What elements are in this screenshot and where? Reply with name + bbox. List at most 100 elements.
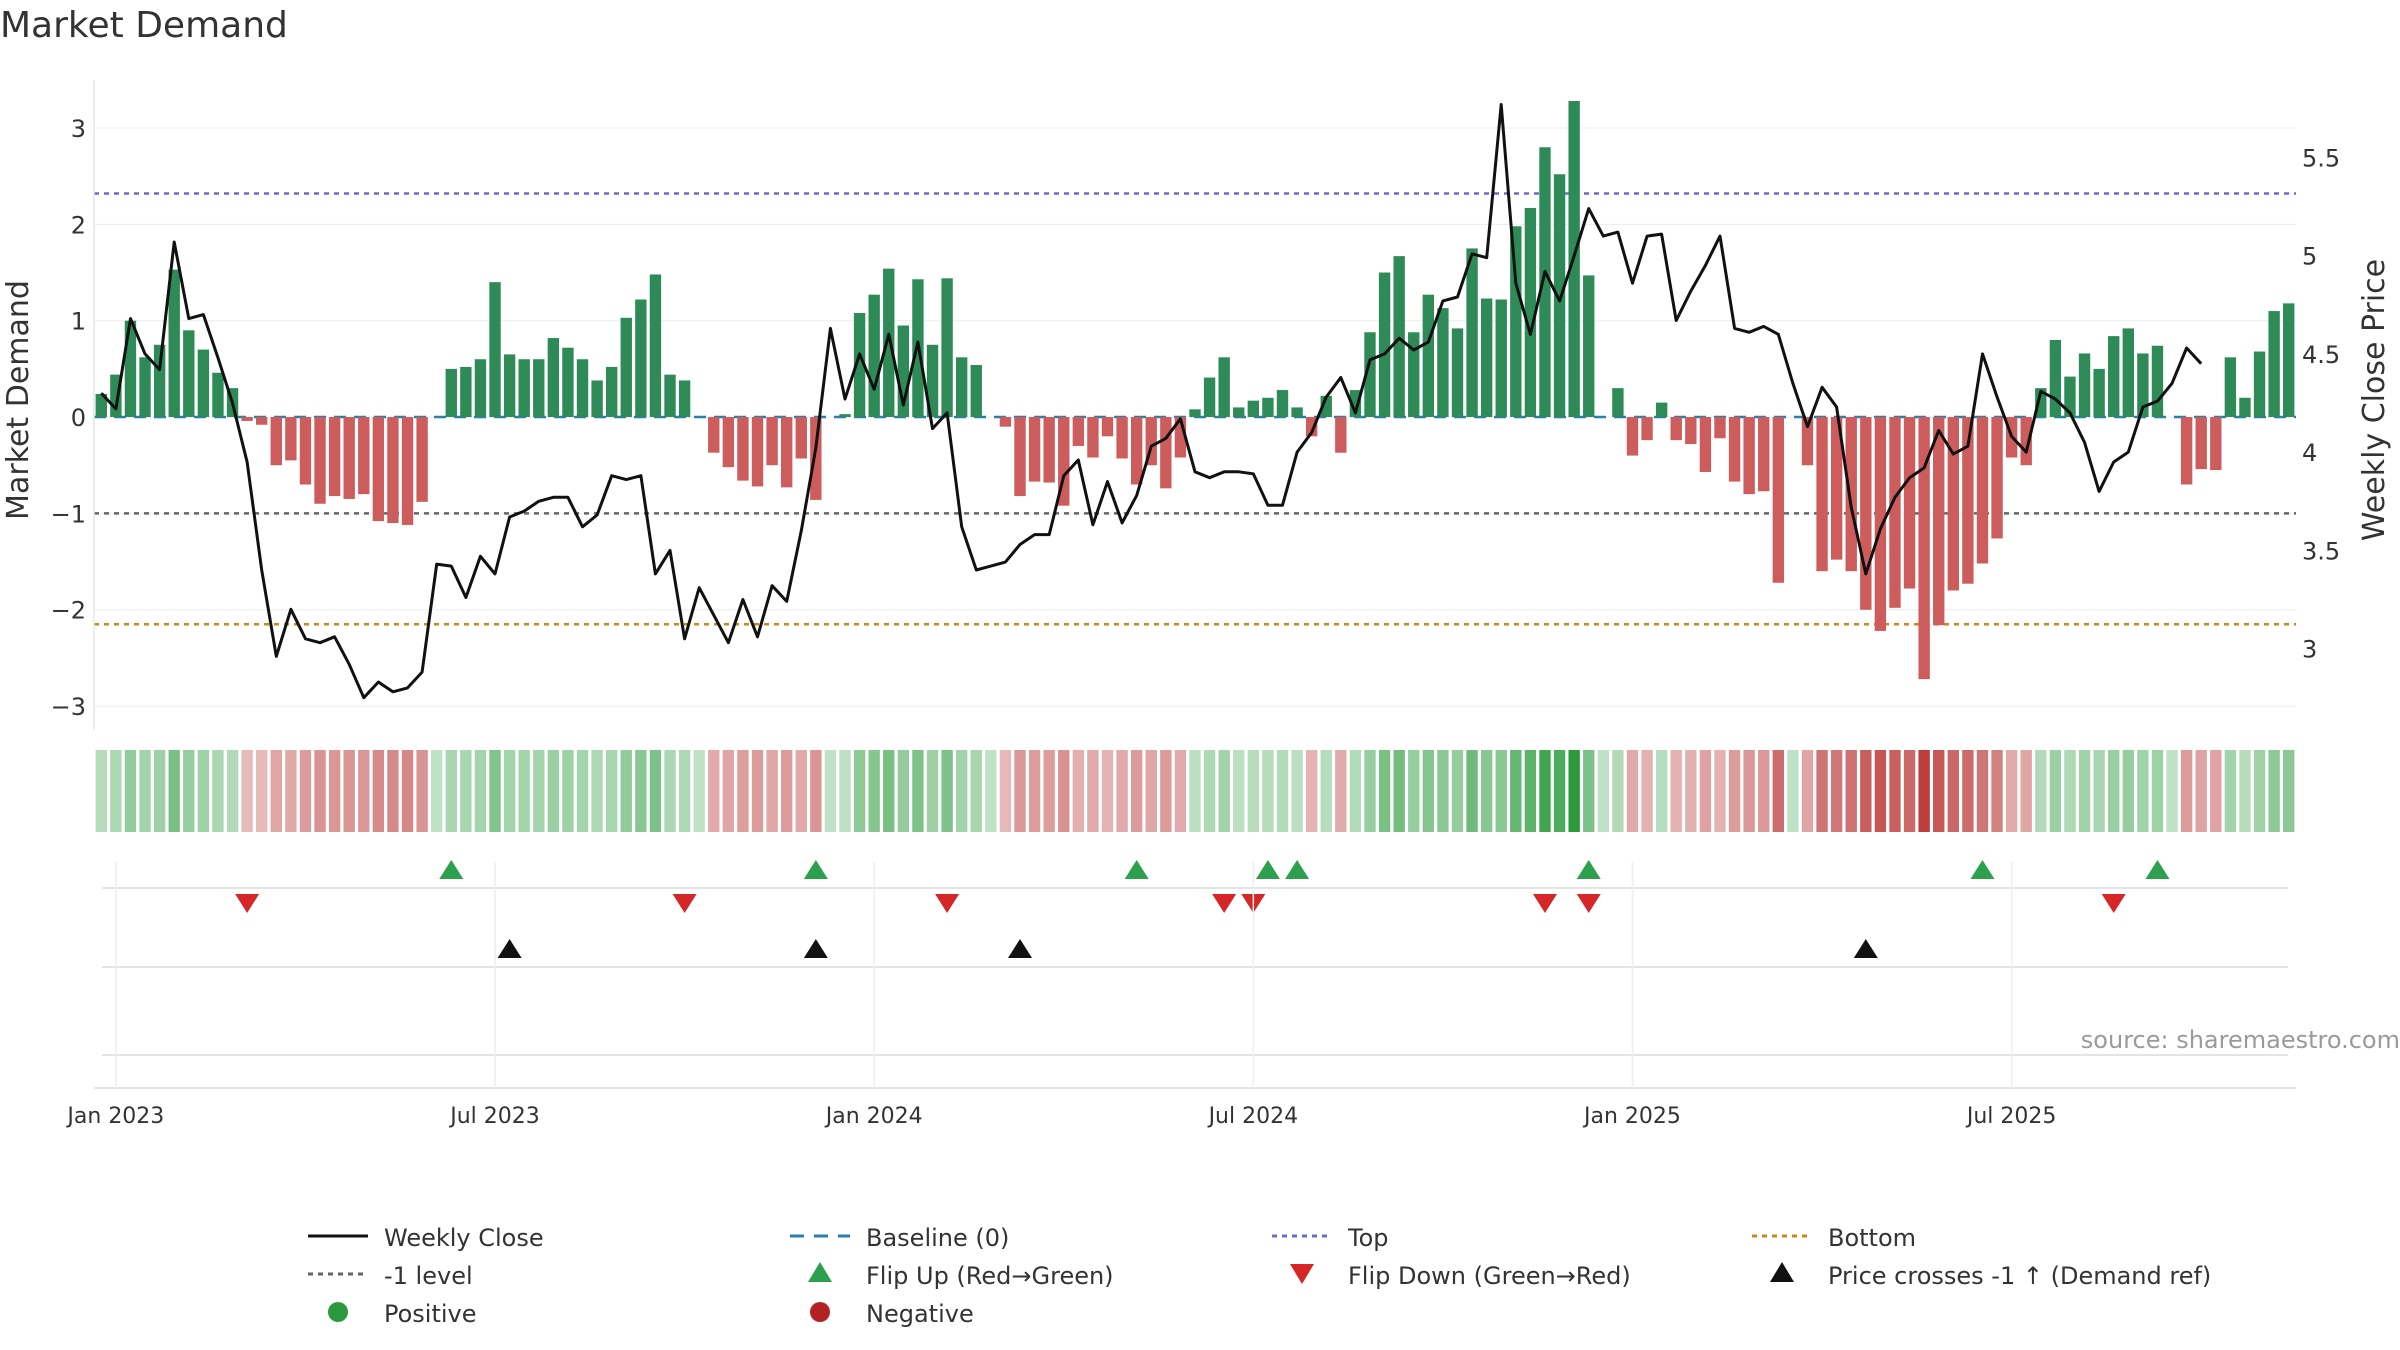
heat-cell <box>1305 750 1318 832</box>
legend-label: Bottom <box>1828 1224 1916 1252</box>
y-tick-label: −3 <box>51 693 86 721</box>
heat-cell <box>2151 750 2164 832</box>
heat-cell <box>1933 750 1945 832</box>
legend-item: Bottom <box>1752 1224 1916 1252</box>
heat-cell <box>460 750 472 832</box>
heat-cell <box>518 750 530 832</box>
chart-title: Market Demand <box>0 5 288 46</box>
positive-bar <box>1437 308 1449 418</box>
positive-bar <box>1349 390 1362 418</box>
heat-cell <box>780 750 793 832</box>
heat-cell <box>343 750 355 832</box>
negative-bar <box>1305 417 1318 437</box>
heat-cell <box>1510 750 1522 832</box>
heat-cell <box>95 750 107 832</box>
heat-cell <box>1043 750 1055 832</box>
positive-bar <box>1378 272 1391 418</box>
positive-bar <box>1583 275 1595 418</box>
heat-cell <box>1787 750 1799 832</box>
heat-cell <box>795 750 807 832</box>
negative-bar <box>1976 417 1989 564</box>
legend-item: Negative <box>810 1300 974 1328</box>
price-line-layer <box>100 103 2203 700</box>
negative-bar <box>1903 417 1916 589</box>
negative-bar <box>2180 417 2193 485</box>
heat-cell <box>591 750 603 832</box>
positive-bar <box>183 330 195 418</box>
positive-bar <box>2224 357 2237 418</box>
heat-cell <box>1626 750 1639 832</box>
heat-cell <box>285 750 297 832</box>
heat-cell <box>1685 750 1697 832</box>
positive-bar <box>868 294 880 418</box>
heat-cell <box>212 750 224 832</box>
heat-cell <box>1291 750 1303 832</box>
flip-up-marker <box>803 860 828 879</box>
flip-up-marker <box>1576 860 1601 879</box>
heat-cell <box>606 750 618 832</box>
negative-bar <box>1845 417 1857 572</box>
positive-bar <box>489 282 501 418</box>
heat-cell <box>241 750 253 832</box>
heat-cell <box>110 750 122 832</box>
positive-bar <box>1480 298 1493 418</box>
legend-label: Weekly Close <box>384 1224 544 1252</box>
positive-bar <box>139 357 151 418</box>
y-tick-label: 1 <box>71 308 86 336</box>
legend-swatch-circle <box>328 1302 348 1322</box>
x-tick-label: Jul 2023 <box>448 1104 540 1129</box>
y-tick-label: 3 <box>71 115 86 143</box>
heat-cell <box>2253 750 2266 832</box>
positive-bar <box>2049 339 2062 418</box>
heat-cell <box>824 750 837 832</box>
legend-item: Top <box>1272 1224 1389 1252</box>
positive-bar <box>1203 377 1216 418</box>
negative-bar <box>241 417 253 421</box>
heat-cell <box>358 750 370 832</box>
heat-cell <box>1247 750 1260 832</box>
flip-up-marker <box>2145 860 2170 879</box>
x-tick-label: Jan 2024 <box>824 1104 923 1129</box>
positive-bar <box>1218 357 1230 418</box>
negative-bar <box>358 417 370 495</box>
positive-bar <box>606 366 618 418</box>
source-credit: source: sharemaestro.com <box>2081 1026 2400 1054</box>
positive-bar <box>2078 353 2091 418</box>
heat-cell <box>1583 750 1595 832</box>
heat-cell <box>1466 750 1478 832</box>
heat-cell <box>1116 750 1128 832</box>
positive-bar <box>620 317 632 418</box>
heat-cell <box>1233 750 1245 832</box>
legend: Weekly Close Baseline (0) Top Bottom -1 leve… <box>308 1224 2211 1328</box>
negative-bar <box>1991 417 2003 539</box>
legend-label: Flip Up (Red→Green) <box>866 1262 1114 1290</box>
negative-bar <box>1626 417 1639 456</box>
negative-bar <box>766 417 778 466</box>
positive-bar <box>2108 336 2120 418</box>
flip-down-marker <box>1212 894 1237 913</box>
heat-cell <box>1889 750 1901 832</box>
heat-cell <box>868 750 880 832</box>
heat-cell <box>2049 750 2062 832</box>
heat-cell <box>1408 750 1420 832</box>
heat-cell <box>445 750 457 832</box>
negative-bar <box>1699 417 1712 472</box>
positive-bar <box>168 269 180 418</box>
heat-cell <box>474 750 487 832</box>
positive-bar <box>95 393 107 418</box>
negative-bar <box>2210 417 2222 471</box>
heat-cell <box>1597 750 1610 832</box>
positive-bar <box>2253 351 2266 418</box>
heat-cell <box>328 750 341 832</box>
positive-bar <box>1262 397 1274 418</box>
heat-cell <box>1801 750 1814 832</box>
negative-bar <box>1962 417 1974 584</box>
positive-bar <box>2122 328 2134 418</box>
negative-bar <box>1160 417 1172 489</box>
y2-tick-label: 3 <box>2302 636 2317 664</box>
heat-cell <box>722 750 735 832</box>
negative-bar <box>1087 417 1099 458</box>
positive-bar <box>124 320 137 418</box>
positive-bar <box>1393 256 1405 418</box>
heat-cell <box>620 750 632 832</box>
